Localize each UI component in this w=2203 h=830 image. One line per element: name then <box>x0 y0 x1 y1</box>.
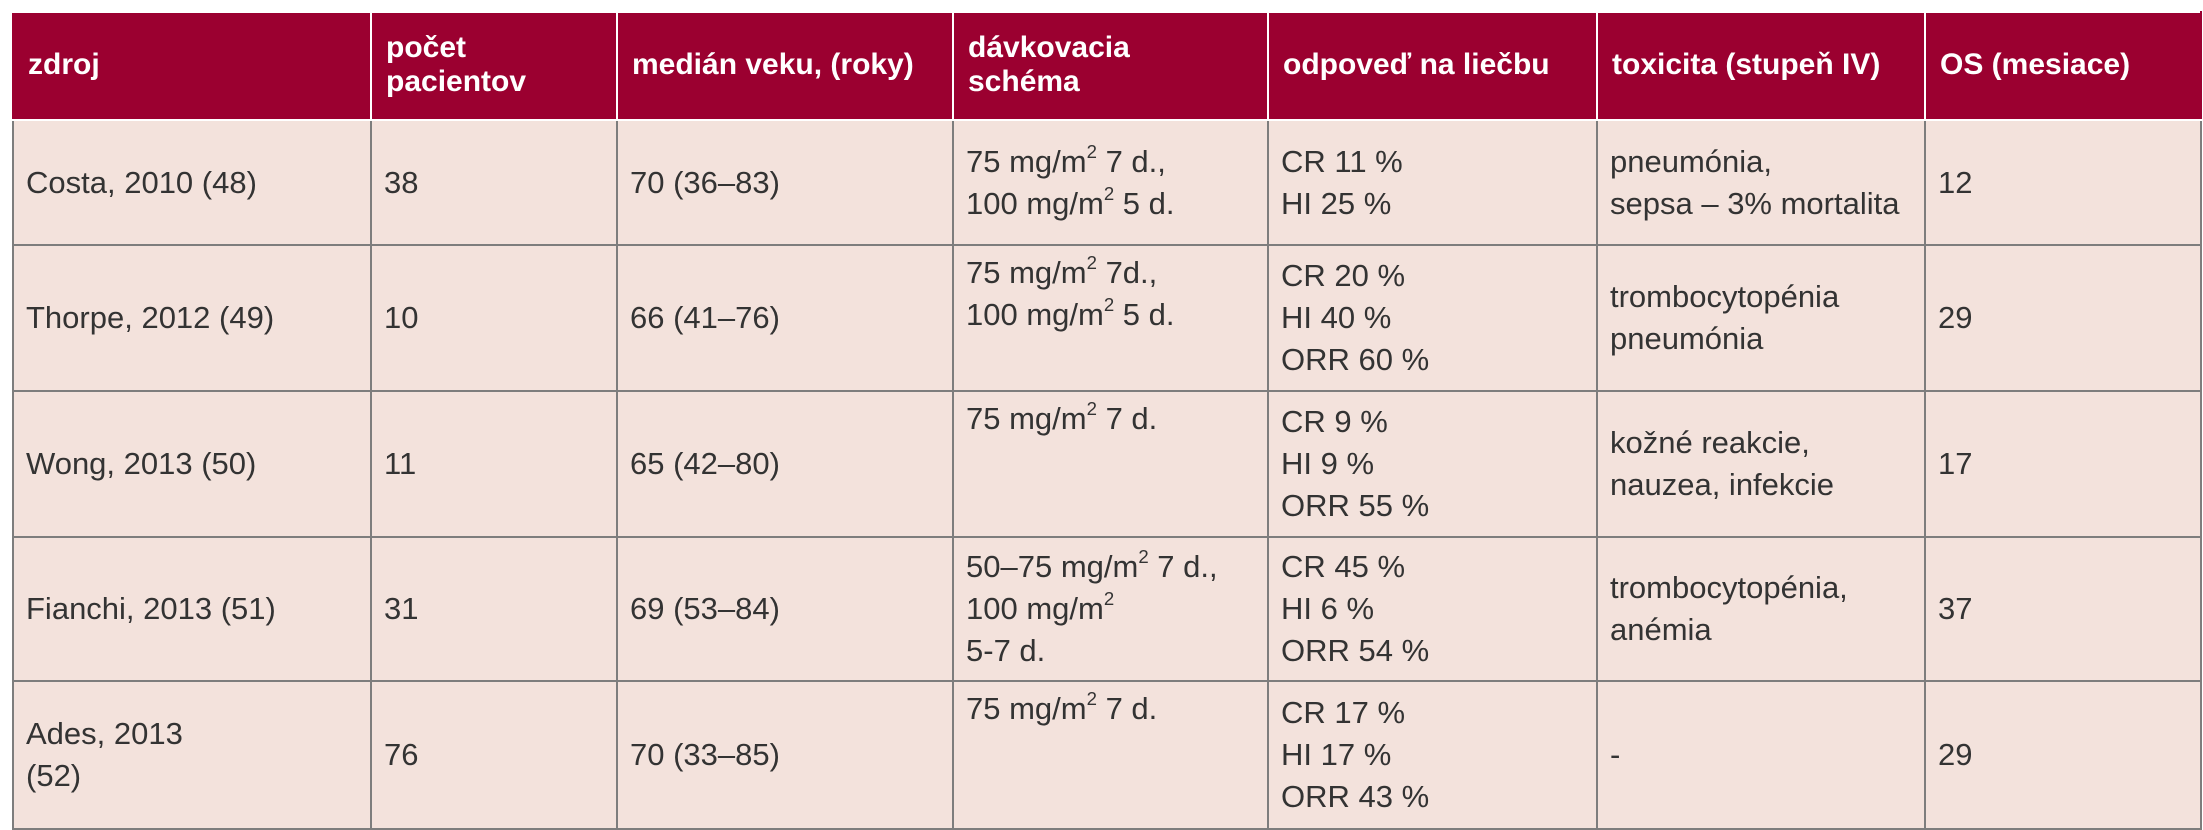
response-line: CR 17 % <box>1281 695 1406 730</box>
dosing-line: 75 mg/m2 7 d. <box>966 688 1158 726</box>
cell-dosing: 75 mg/m2 7 d. <box>952 680 1269 830</box>
table-row: Ades, 2013 (52) 76 70 (33–85) 75 mg/m2 7… <box>12 680 2202 830</box>
cell-response: CR 11 % HI 25 % <box>1267 119 1598 246</box>
cell-patients: 31 <box>370 536 618 682</box>
response-line: HI 17 % <box>1281 737 1392 772</box>
cell-os: 12 <box>1924 119 2202 246</box>
cell-patients: 76 <box>370 680 618 830</box>
table-row: Fianchi, 2013 (51) 31 69 (53–84) 50–75 m… <box>12 536 2202 682</box>
dosing-line: 100 mg/m2 5 d. <box>966 294 1175 332</box>
cell-patients: 38 <box>370 119 618 246</box>
cell-response: CR 17 % HI 17 % ORR 43 % <box>1267 680 1598 830</box>
cell-toxicity: trombocytopénia pneumónia <box>1596 244 1926 392</box>
cell-median-age: 69 (53–84) <box>616 536 954 682</box>
cell-dosing: 75 mg/m2 7 d., 100 mg/m2 5 d. <box>952 119 1269 246</box>
toxicity-line: pneumónia, <box>1610 143 1773 179</box>
toxicity-line: sepsa – 3% mortalita <box>1610 185 1900 221</box>
cell-source: Wong, 2013 (50) <box>12 390 372 538</box>
dosing-line: 100 mg/m2 <box>966 588 1115 626</box>
dosing-line: 75 mg/m2 7d., <box>966 252 1158 290</box>
cell-toxicity: trombocytopénia, anémia <box>1596 536 1926 682</box>
table-container: zdroj počet pacientov medián veku, (roky… <box>12 11 2202 830</box>
cell-median-age: 65 (42–80) <box>616 390 954 538</box>
cell-response: CR 45 % HI 6 % ORR 54 % <box>1267 536 1598 682</box>
header-patients: počet pacientov <box>370 11 618 121</box>
dosing-line: 5-7 d. <box>966 633 1046 668</box>
header-dosing-line-1: dávkovacia <box>968 31 1130 64</box>
response-line: CR 45 % <box>1281 549 1406 584</box>
header-os: OS (mesiace) <box>1924 11 2202 121</box>
cell-os: 37 <box>1924 536 2202 682</box>
cell-os: 17 <box>1924 390 2202 538</box>
header-patients-line-2: pacientov <box>386 65 527 98</box>
cell-dosing: 75 mg/m2 7 d. <box>952 390 1269 538</box>
header-toxicity: toxicita (stupeň IV) <box>1596 11 1926 121</box>
cell-dosing: 75 mg/m2 7d., 100 mg/m2 5 d. <box>952 244 1269 392</box>
toxicity-line: anémia <box>1610 612 1712 647</box>
toxicity-line: trombocytopénia <box>1610 279 1840 314</box>
table-body: Costa, 2010 (48) 38 70 (36–83) 75 mg/m2 … <box>12 119 2202 830</box>
cell-toxicity: - <box>1596 680 1926 830</box>
cell-median-age: 66 (41–76) <box>616 244 954 392</box>
cell-source: Ades, 2013 (52) <box>12 680 372 830</box>
table-row: Costa, 2010 (48) 38 70 (36–83) 75 mg/m2 … <box>12 119 2202 246</box>
header-response: odpoveď na liečbu <box>1267 11 1598 121</box>
dosing-line: 100 mg/m2 5 d. <box>966 182 1175 221</box>
header-patients-line-1: počet <box>386 31 467 64</box>
cell-source: Costa, 2010 (48) <box>12 119 372 246</box>
dosing-line: 75 mg/m2 7 d., <box>966 140 1166 179</box>
cell-dosing: 50–75 mg/m2 7 d., 100 mg/m2 5-7 d. <box>952 536 1269 682</box>
cell-source: Thorpe, 2012 (49) <box>12 244 372 392</box>
header-dosing-line-2: schéma <box>968 65 1080 98</box>
cell-response: CR 20 % HI 40 % ORR 60 % <box>1267 244 1598 392</box>
header-median-age: medián veku, (roky) <box>616 11 954 121</box>
toxicity-line: - <box>1610 737 1621 772</box>
source-line: (52) <box>26 758 82 793</box>
response-line: HI 25 % <box>1281 185 1392 221</box>
cell-os: 29 <box>1924 680 2202 830</box>
toxicity-line: kožné reakcie, <box>1610 425 1810 460</box>
cell-toxicity: pneumónia, sepsa – 3% mortalita <box>1596 119 1926 246</box>
toxicity-line: trombocytopénia, <box>1610 570 1848 605</box>
data-table: zdroj počet pacientov medián veku, (roky… <box>12 11 2202 830</box>
cell-os: 29 <box>1924 244 2202 392</box>
response-line: CR 9 % <box>1281 404 1388 439</box>
cell-patients: 11 <box>370 390 618 538</box>
cell-toxicity: kožné reakcie, nauzea, infekcie <box>1596 390 1926 538</box>
cell-median-age: 70 (36–83) <box>616 119 954 246</box>
dosing-line: 50–75 mg/m2 7 d., <box>966 546 1218 584</box>
table-row: Wong, 2013 (50) 11 65 (42–80) 75 mg/m2 7… <box>12 390 2202 538</box>
response-line: HI 6 % <box>1281 591 1375 626</box>
cell-response: CR 9 % HI 9 % ORR 55 % <box>1267 390 1598 538</box>
table-header: zdroj počet pacientov medián veku, (roky… <box>12 11 2202 121</box>
response-line: CR 20 % <box>1281 258 1406 293</box>
cell-patients: 10 <box>370 244 618 392</box>
toxicity-line: pneumónia <box>1610 321 1764 356</box>
header-dosing: dávkovacia schéma <box>952 11 1269 121</box>
table-row: Thorpe, 2012 (49) 10 66 (41–76) 75 mg/m2… <box>12 244 2202 392</box>
dosing-line: 75 mg/m2 7 d. <box>966 398 1158 436</box>
toxicity-line: nauzea, infekcie <box>1610 467 1835 502</box>
response-line: ORR 54 % <box>1281 633 1430 668</box>
response-line: HI 9 % <box>1281 446 1375 481</box>
cell-source: Fianchi, 2013 (51) <box>12 536 372 682</box>
response-line: HI 40 % <box>1281 300 1392 335</box>
source-line: Ades, 2013 <box>26 716 183 751</box>
response-line: ORR 43 % <box>1281 779 1430 814</box>
response-line: CR 11 % <box>1281 143 1403 179</box>
cell-median-age: 70 (33–85) <box>616 680 954 830</box>
header-source: zdroj <box>12 11 372 121</box>
response-line: ORR 55 % <box>1281 488 1430 523</box>
response-line: ORR 60 % <box>1281 342 1430 377</box>
header-row: zdroj počet pacientov medián veku, (roky… <box>12 11 2202 121</box>
